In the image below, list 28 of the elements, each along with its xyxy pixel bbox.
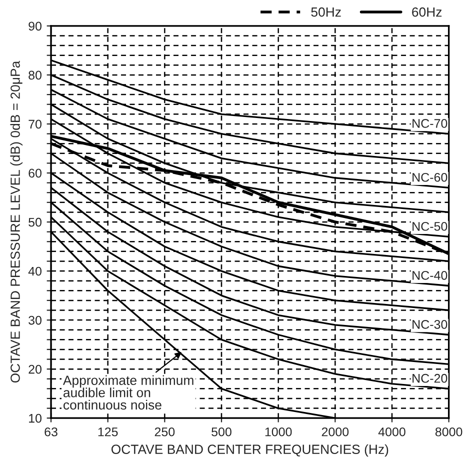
y-tick-label: 40 [28, 266, 42, 276]
annotation: NC-50 [412, 222, 448, 231]
annotation: NC-20 [412, 374, 448, 383]
y-tick-label: 30 [28, 316, 42, 325]
y-axis-title: OCTAVE BAND PRESSURE LEVEL (dB) 0dB = 20μPa [10, 60, 23, 383]
annotation: NC-40 [412, 270, 448, 280]
y-tick-label: 60 [28, 168, 42, 178]
y-tick-label: 90 [28, 22, 42, 31]
legend-label: 60Hz [412, 7, 442, 17]
y-tick-label: 50 [28, 218, 42, 227]
x-tick-label: 500 [212, 427, 232, 436]
x-tick-label: 125 [98, 427, 118, 436]
x-tick-label: 4000 [378, 427, 406, 436]
x-tick-label: 63 [44, 427, 58, 436]
y-tick-label: 20 [28, 364, 42, 374]
legend-label: 50Hz [311, 7, 341, 17]
x-tick-label: 1000 [265, 427, 292, 436]
y-tick-label: 70 [28, 120, 42, 129]
annotation: NC-70 [412, 119, 448, 128]
x-tick-label: 8000 [435, 427, 462, 436]
annotation: Approximate minimum audible limit on continuous noise [62, 375, 194, 410]
y-tick-label: 10 [29, 414, 42, 423]
x-tick-label: 250 [154, 427, 175, 436]
x-axis-title: OCTAVE BAND CENTER FREQUENCIES (Hz) [111, 444, 388, 457]
annotation: NC-60 [412, 172, 448, 182]
y-tick-label: 80 [28, 70, 42, 80]
annotation: NC-30 [412, 320, 448, 329]
x-tick-label: 2000 [322, 427, 349, 436]
